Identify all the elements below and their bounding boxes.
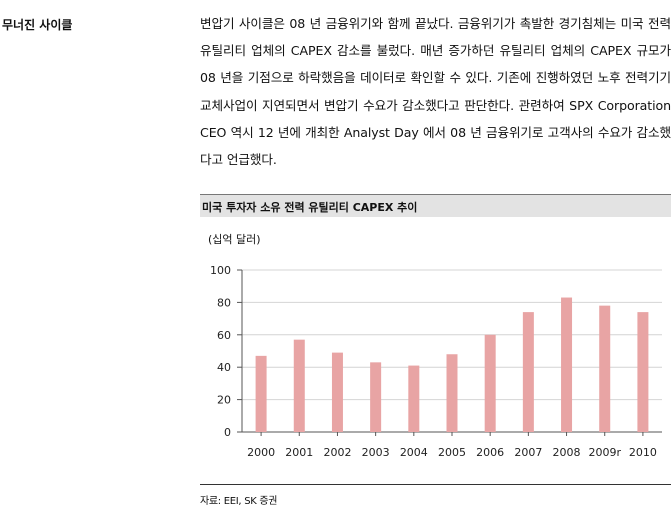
y-tick-label: 0	[224, 426, 231, 439]
bar	[522, 312, 534, 432]
bar	[408, 365, 420, 432]
bar	[637, 312, 649, 432]
x-tick-label: 2005	[438, 446, 466, 459]
source-divider	[200, 484, 671, 485]
side-title: 무너진 사이클	[2, 18, 73, 32]
x-tick-label: 2003	[362, 446, 390, 459]
x-tick-label: 2010	[629, 446, 657, 459]
x-tick-label: 2002	[323, 446, 351, 459]
bar	[561, 297, 573, 432]
x-tick-label: 2008	[553, 446, 581, 459]
chart-header: 미국 투자자 소유 전력 유틸리티 CAPEX 추이	[200, 194, 671, 217]
x-tick-label: 2009r	[588, 446, 621, 459]
bar	[293, 339, 305, 432]
x-tick-label: 2004	[400, 446, 428, 459]
bar	[599, 305, 611, 432]
x-tick-label: 2006	[476, 446, 504, 459]
chart-unit-label: (십억 달러)	[208, 233, 261, 246]
bar	[484, 334, 496, 432]
x-tick-label: 2001	[285, 446, 313, 459]
bar-chart: 0 20 40 60 80 100 2000 2001 2002 2003 2004 2005 2006…	[210, 264, 662, 459]
y-tick-label: 20	[217, 394, 231, 407]
y-tick-label: 60	[217, 329, 231, 342]
bar	[331, 352, 343, 432]
chart-title: 미국 투자자 소유 전력 유틸리티 CAPEX 추이	[202, 201, 418, 214]
x-tick-label: 2000	[247, 446, 275, 459]
source-note: 자료: EEI, SK 증권	[200, 496, 278, 507]
bar	[446, 354, 458, 432]
y-tick-label: 40	[217, 361, 231, 374]
y-tick-label: 80	[217, 296, 231, 309]
body-paragraph: 변압기 사이클은 08 년 금융위기와 함께 끝났다. 금융위기가 촉발한 경기…	[200, 16, 671, 168]
bar	[255, 355, 267, 432]
y-tick-label: 100	[210, 264, 231, 277]
bar	[370, 362, 382, 432]
x-tick-label: 2007	[514, 446, 542, 459]
